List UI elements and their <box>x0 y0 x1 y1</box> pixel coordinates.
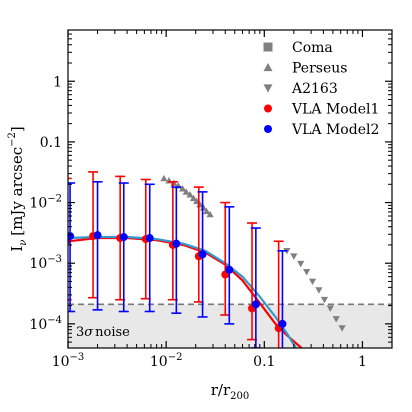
legend-marker-vla-model1 <box>264 104 272 113</box>
perseus-point <box>206 210 214 218</box>
y-tick-label: 1 <box>53 74 62 90</box>
vla-model2-point <box>251 300 260 309</box>
y-tick-label: 10−3 <box>29 254 62 272</box>
legend-label-coma: Coma <box>292 40 333 56</box>
x-tick-label: 0.1 <box>253 354 275 370</box>
x-tick-label: 1 <box>358 354 367 370</box>
perseus-point <box>199 204 208 211</box>
legend-label-a2163: A2163 <box>291 81 338 97</box>
perseus-point <box>186 191 194 198</box>
vla-model2-point <box>198 250 207 259</box>
legend-marker-vla-model2 <box>264 125 272 133</box>
y-tick-label: 0.1 <box>40 135 62 151</box>
perseus-point <box>202 207 211 215</box>
y-axis-title-main: I <box>8 246 26 252</box>
legend-marker-a2163 <box>263 84 273 93</box>
y-axis-title: Iν [mJy arcsec−2] <box>7 126 29 251</box>
a2163-point <box>332 316 340 323</box>
a2163-point <box>297 260 305 268</box>
y-axis-title-close: ] <box>8 126 26 132</box>
perseus-point <box>189 194 198 202</box>
vla-model2-point <box>172 239 181 248</box>
vla-model2-point <box>119 233 128 242</box>
perseus-point <box>196 200 204 208</box>
plot-frame <box>67 29 393 349</box>
data-points <box>68 171 346 348</box>
a2163-point <box>290 253 298 260</box>
perseus-point <box>178 184 187 192</box>
vla-model2-point <box>93 231 102 240</box>
legend-label-vla-model2: VLA Model2 <box>291 122 379 138</box>
vla-model2-point <box>278 319 287 328</box>
noise-label-suffix: noise <box>95 325 130 340</box>
y-axis-title-exp: −2 <box>7 132 18 147</box>
vla-model2-point <box>68 232 75 241</box>
noise-label-sigma: σ <box>84 325 94 340</box>
y-axis-title-sub: ν <box>18 240 29 246</box>
perseus-point <box>182 188 190 195</box>
perseus-point <box>160 174 168 182</box>
legend: Coma Perseus A2163 VLA Model1 VLA Model2 <box>263 40 379 138</box>
x-axis-title: r/r200 <box>211 381 250 402</box>
a2163-point <box>326 305 334 312</box>
legend-label-perseus: Perseus <box>292 61 347 77</box>
x-axis-title-sub: 200 <box>230 391 249 402</box>
noise-label-prefix: 3 <box>76 325 84 340</box>
legend-marker-coma <box>263 42 273 52</box>
y-tick-label: 10−2 <box>29 194 62 212</box>
y-tick-label: 10−4 <box>29 315 62 333</box>
legend-marker-perseus <box>263 63 273 72</box>
a2163-point <box>338 325 346 332</box>
x-tick-label: 10−2 <box>150 352 183 370</box>
y-axis-title-units: [mJy arcsec <box>8 147 26 236</box>
a2163-point <box>315 287 323 294</box>
x-axis-title-main: r/r <box>211 381 231 399</box>
axis-ticks: 10−3 10−2 0.1 1 10−4 10−3 10−2 0.1 1 <box>29 30 392 370</box>
x-tick-label: 10−3 <box>52 352 85 370</box>
a2163-point <box>320 296 329 304</box>
a2163-point <box>303 268 311 276</box>
noise-label: 3σ noise <box>76 325 130 340</box>
vla-model2-point <box>225 265 234 274</box>
a2163-point <box>308 278 317 286</box>
vla-model2-point <box>145 234 154 243</box>
legend-label-vla-model1: VLA Model1 <box>291 102 379 118</box>
